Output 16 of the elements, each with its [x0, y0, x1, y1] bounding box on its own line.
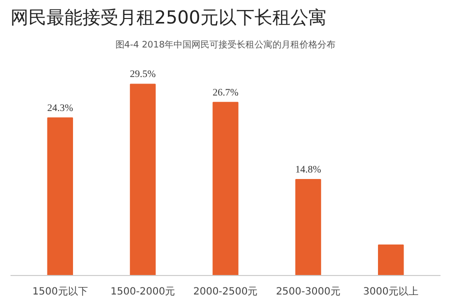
- data-label: 14.8%: [295, 164, 322, 176]
- x-tick-label: 1500元以下: [32, 286, 88, 298]
- bar: [130, 84, 156, 276]
- x-tick-label: 1500-2000元: [110, 286, 176, 298]
- bar: [378, 244, 404, 276]
- data-label: 24.3%: [47, 102, 74, 114]
- data-label: 29.5%: [130, 69, 156, 80]
- bar: [295, 179, 322, 276]
- chart-title: 网民最能接受月租2500元以下长租公寓: [10, 8, 326, 28]
- x-tick-label: 2000-2500元: [193, 286, 258, 298]
- x-tick-label: 2500-3000元: [276, 286, 340, 298]
- data-label: 26.7%: [212, 87, 238, 98]
- chart-subtitle: 图4-4 2018年中国网民可接受长租公寓的月租价格分布: [115, 40, 336, 50]
- x-tick-label: 3000元以上: [363, 286, 419, 298]
- bar: [212, 102, 238, 276]
- bar: [47, 117, 74, 276]
